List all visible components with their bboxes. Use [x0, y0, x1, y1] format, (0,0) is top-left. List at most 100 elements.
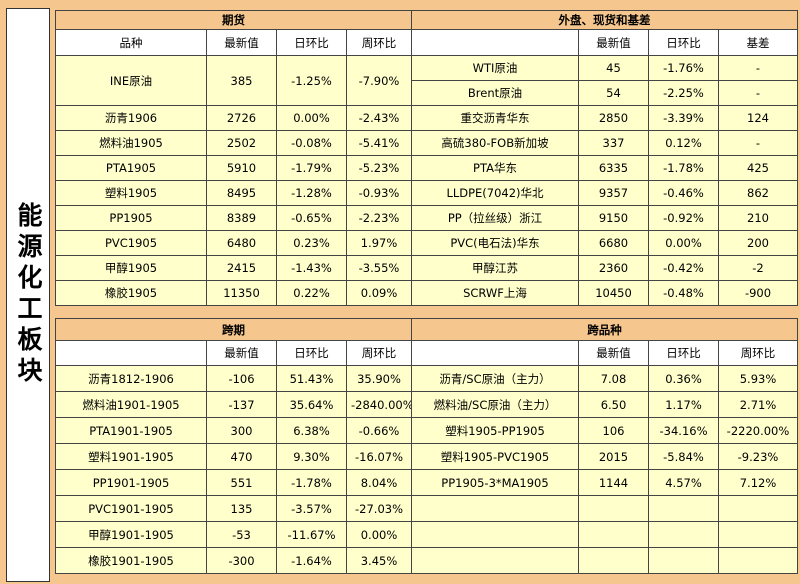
spread-cross-table: 跨期 跨品种 最新值 日环比 周环比 最新值 日环比 周环比 沥青1812-1906 -106 51…: [55, 318, 798, 574]
table-row: 燃料油1901-1905 -137 35.64% -2840.00% 燃料油/SC原油（…: [55, 391, 798, 418]
spread-row-name: PTA1901-1905: [55, 417, 207, 444]
cross-row-value: 5.93%: [718, 365, 798, 392]
futures-row-value: 5910: [206, 155, 277, 181]
table-row: PP1901-1905 551 -1.78% 8.04% PP1905-3*MA1905…: [55, 469, 798, 496]
column-header-row: 品种 最新值 日环比 周环比 最新值 日环比 基差: [55, 29, 798, 56]
cross-row-value: 2015: [578, 443, 649, 470]
cross-row-name: PP1905-3*MA1905: [411, 469, 579, 496]
spread-row-value: -3.57%: [276, 495, 347, 522]
spot-row-value: 124: [718, 105, 798, 131]
futures-row-value: -1.43%: [276, 255, 347, 281]
spread-row-value: 3.45%: [346, 547, 412, 574]
futures-row-value: 2726: [206, 105, 277, 131]
spread-column-header: 周环比: [346, 340, 412, 366]
spot-row-value: 9357: [578, 180, 649, 206]
futures-row-name: 塑料1905: [55, 180, 207, 206]
futures-row-value: -1.79%: [276, 155, 347, 181]
cross-row-value: 2.71%: [718, 391, 798, 418]
table-row: 沥青1906 2726 0.00% -2.43% 重交沥青华东 2850 -3.39% 124: [55, 105, 798, 131]
futures-row-value: 2415: [206, 255, 277, 281]
spread-row-value: 51.43%: [276, 365, 347, 392]
spread-row-value: 470: [206, 443, 277, 470]
futures-row-value: 1.97%: [346, 230, 412, 256]
futures-row-value: 8495: [206, 180, 277, 206]
futures-row-value: 8389: [206, 205, 277, 231]
futures-spot-table: 期货 外盘、现货和基差 品种 最新值 日环比 周环比 最新值 日环比 基差 INE原油 385 -1.…: [55, 10, 798, 306]
spread-row-name: 甲醇1901-1905: [55, 521, 207, 548]
futures-row-name: 燃料油1905: [55, 130, 207, 156]
spot-row-value: 54: [578, 80, 649, 106]
table-row: 燃料油1905 2502 -0.08% -5.41% 高硫380-FOB新加坡 337 0.…: [55, 130, 798, 156]
spot-section-title: 外盘、现货和基差: [411, 10, 798, 30]
spread-row-value: -16.07%: [346, 443, 412, 470]
cross-column-header: 日环比: [648, 340, 719, 366]
futures-column-header: 日环比: [276, 29, 347, 56]
table-row: 橡胶1901-1905 -300 -1.64% 3.45%: [55, 547, 798, 574]
cross-row-value: -34.16%: [648, 417, 719, 444]
spread-row-value: 9.30%: [276, 443, 347, 470]
spread-row-value: 300: [206, 417, 277, 444]
spread-column-header: 日环比: [276, 340, 347, 366]
futures-row-name: INE原油: [55, 55, 207, 106]
spread-row-value: 35.64%: [276, 391, 347, 418]
spot-row-value: 0.00%: [648, 230, 719, 256]
spot-row-value: 200: [718, 230, 798, 256]
spot-row-value: 6680: [578, 230, 649, 256]
futures-section-title: 期货: [55, 10, 412, 30]
table-row: PTA1901-1905 300 6.38% -0.66% 塑料1905-PP1905 1…: [55, 417, 798, 444]
futures-row-value: -0.08%: [276, 130, 347, 156]
spread-row-value: 8.04%: [346, 469, 412, 496]
table-row: 塑料1905 8495 -1.28% -0.93% LLDPE(7042)华北 9357-…: [55, 180, 798, 206]
cross-row-value: [578, 547, 649, 574]
spot-row-value: 210: [718, 205, 798, 231]
spot-row-name: LLDPE(7042)华北: [411, 180, 579, 206]
spread-row-value: 0.00%: [346, 521, 412, 548]
futures-row-value: 2502: [206, 130, 277, 156]
futures-column-header: 周环比: [346, 29, 412, 56]
spread-row-name: 橡胶1901-1905: [55, 547, 207, 574]
spread-row-value: -1.64%: [276, 547, 347, 574]
futures-row-value: -0.93%: [346, 180, 412, 206]
cross-row-value: -9.23%: [718, 443, 798, 470]
table-row: 沥青1812-1906 -106 51.43% 35.90% 沥青/SC原油（主力） 7.…: [55, 365, 798, 392]
table-row: PTA1905 5910 -1.79% -5.23% PTA华东 6335 -1.78% 42…: [55, 155, 798, 181]
spot-row-value: -900: [718, 280, 798, 306]
spot-row-value: 2360: [578, 255, 649, 281]
spread-column-header: [55, 340, 207, 366]
cross-row-value: 7.08: [578, 365, 649, 392]
spot-row-value: -1.78%: [648, 155, 719, 181]
spot-row-value: 9150: [578, 205, 649, 231]
spot-row-value: 425: [718, 155, 798, 181]
spot-row-value: 45: [578, 55, 649, 81]
spot-column-header: 基差: [718, 29, 798, 56]
spread-row-name: PP1901-1905: [55, 469, 207, 496]
spot-row-value: -2: [718, 255, 798, 281]
futures-row-value: -5.41%: [346, 130, 412, 156]
futures-row-value: -2.23%: [346, 205, 412, 231]
cross-row-value: 1.17%: [648, 391, 719, 418]
spread-row-value: -137: [206, 391, 277, 418]
futures-row-value: 0.09%: [346, 280, 412, 306]
spot-row-name: 高硫380-FOB新加坡: [411, 130, 579, 156]
table-row: 甲醇1905 2415 -1.43% -3.55% 甲醇江苏 2360 -0.42% -2: [55, 255, 798, 281]
futures-row-value: 6480: [206, 230, 277, 256]
futures-row-name: PVC1905: [55, 230, 207, 256]
cross-row-value: [648, 521, 719, 548]
futures-column-header: 最新值: [206, 29, 277, 56]
futures-row-value: 385: [206, 55, 277, 106]
spread-row-value: 135: [206, 495, 277, 522]
table-row: 甲醇1901-1905 -53 -11.67% 0.00%: [55, 521, 798, 548]
table-row: PP1905 8389 -0.65% -2.23% PP（拉丝级）浙江 9150 -0.92…: [55, 205, 798, 231]
futures-row-value: 0.22%: [276, 280, 347, 306]
cross-row-value: [718, 521, 798, 548]
cross-row-name: 塑料1905-PVC1905: [411, 443, 579, 470]
spot-row-name: Brent原油: [411, 80, 579, 106]
spread-row-name: 沥青1812-1906: [55, 365, 207, 392]
spot-column-header: 日环比: [648, 29, 719, 56]
spot-column-header: [411, 29, 579, 56]
futures-column-header: 品种: [55, 29, 207, 56]
cross-column-header: 最新值: [578, 340, 649, 366]
spot-row-value: -: [718, 55, 798, 81]
spread-row-name: PVC1901-1905: [55, 495, 207, 522]
